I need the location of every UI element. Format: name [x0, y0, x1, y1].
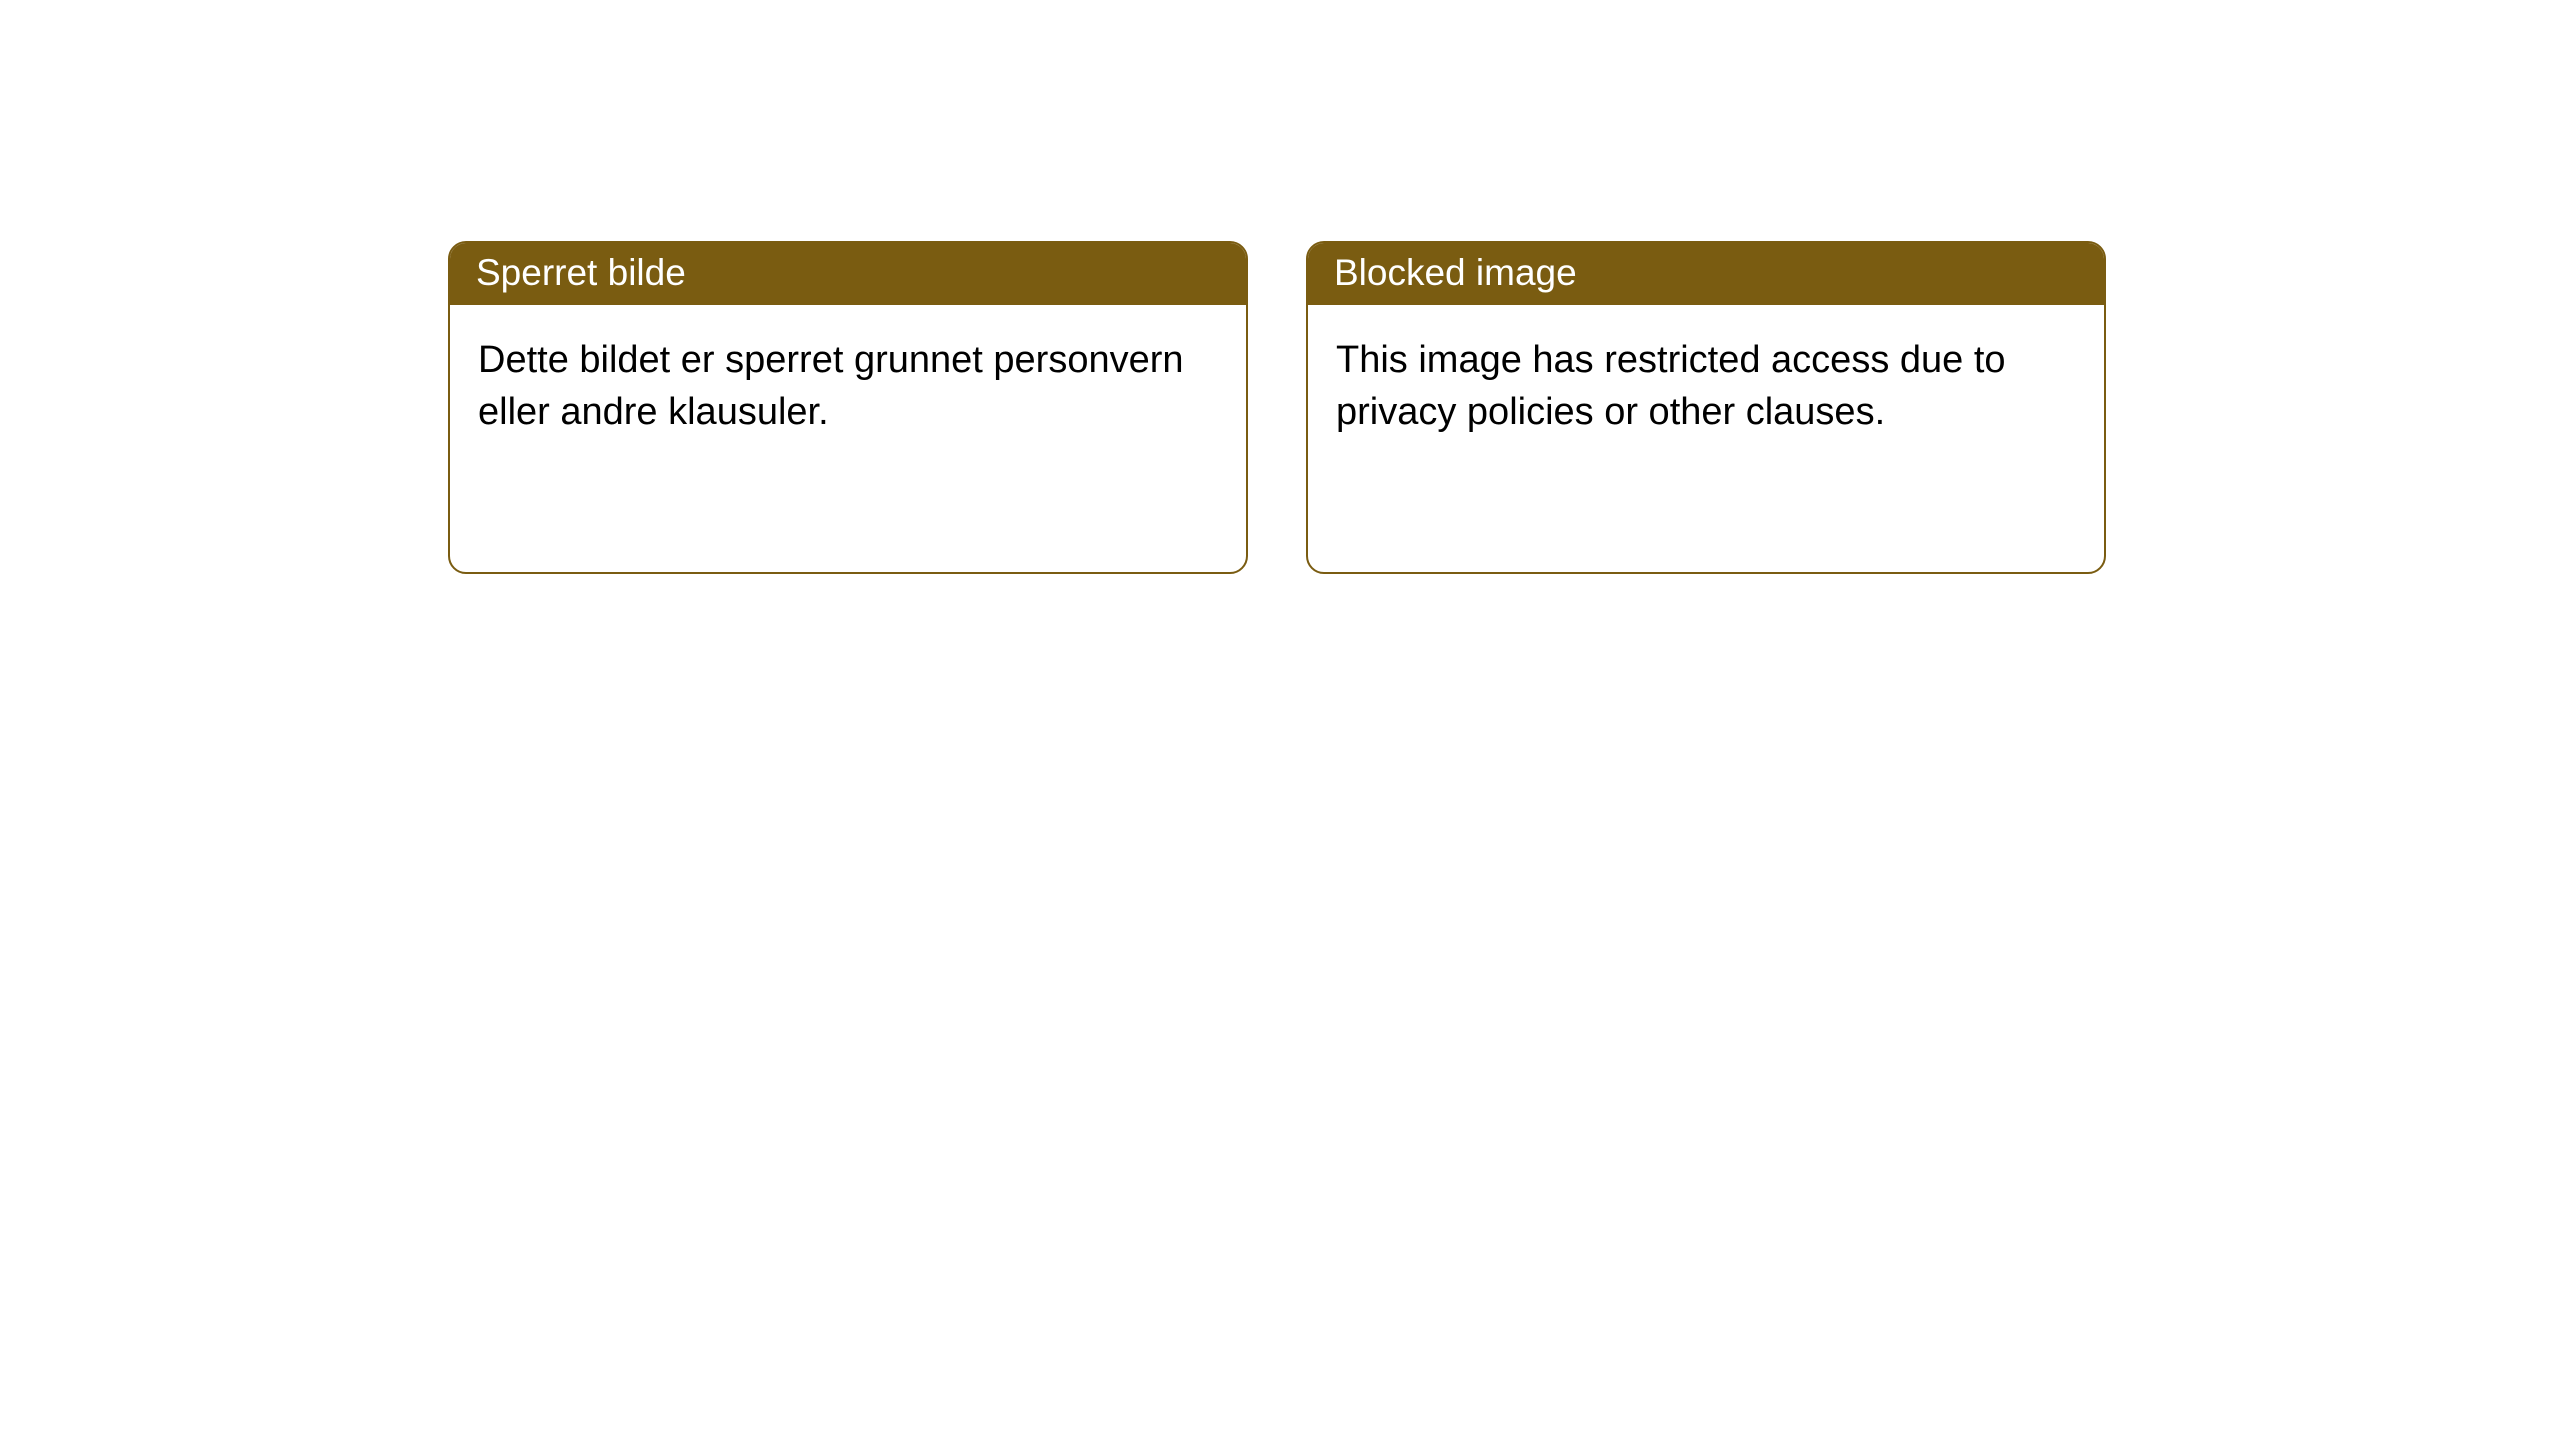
- notice-title: Blocked image: [1308, 243, 2104, 305]
- notice-container: Sperret bilde Dette bildet er sperret gr…: [0, 0, 2560, 574]
- notice-body: This image has restricted access due to …: [1308, 305, 2104, 468]
- notice-box-norwegian: Sperret bilde Dette bildet er sperret gr…: [448, 241, 1248, 574]
- notice-body: Dette bildet er sperret grunnet personve…: [450, 305, 1246, 468]
- notice-box-english: Blocked image This image has restricted …: [1306, 241, 2106, 574]
- notice-title: Sperret bilde: [450, 243, 1246, 305]
